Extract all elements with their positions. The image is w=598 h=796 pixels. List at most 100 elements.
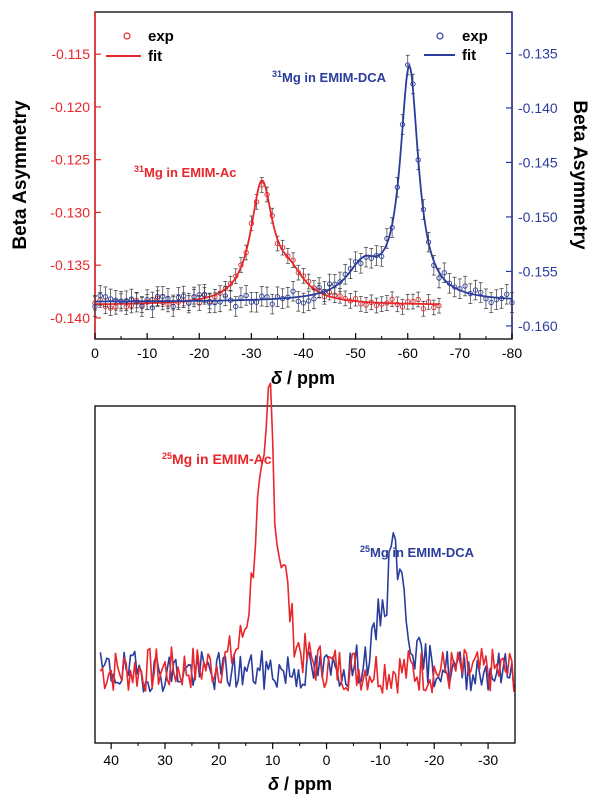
data-point [415,296,421,303]
legend-left-exp-label: exp [148,28,174,45]
data-point [431,304,437,311]
annotation-31mg-ac-sup: 31 [134,164,144,174]
top-x-label-symbol: δ [271,368,283,388]
data-point [113,297,119,303]
data-point [462,283,468,289]
data-point [472,287,479,293]
top-x-tick-label: -10 [137,345,157,361]
top-y-left-ticks: -0.115 -0.120 -0.125 -0.130 -0.135 -0.140 [50,46,101,326]
bottom-x-ticks: 40 30 20 10 0 -10 -20 -30 [103,743,498,768]
legend-left-fit-label: fit [148,48,162,65]
top-x-ticks: 0 -10 -20 -30 -40 -50 -60 -70 -80 [91,333,522,361]
data-point [478,289,484,296]
bottom-x-tick-label: 10 [265,752,281,768]
data-point [149,305,155,311]
data-point [180,293,187,299]
data-point [295,298,301,305]
top-x-tick-label: -60 [398,345,418,361]
legend-right-fit-label: fit [462,47,476,64]
top-legend-right: exp fit [424,28,488,64]
data-point [290,288,296,294]
top-x-tick-label: 0 [91,345,99,361]
fit-line [95,63,513,303]
top-y-right-tick-label: -0.140 [518,100,558,116]
bottom-series [99,382,515,694]
bottom-x-label-symbol: δ [268,774,280,794]
legend-right-exp-label: exp [462,28,488,45]
top-x-tick-label: -30 [241,345,261,361]
top-x-tick-label: -80 [502,345,522,361]
data-point [306,298,312,304]
data-point [201,291,208,297]
data-point [97,292,103,299]
bottom-x-tick-label: -30 [478,752,498,768]
bottom-x-tick-label: 0 [323,752,331,768]
annotation-25mg-dca-text: Mg in EMIM-DCA [370,545,475,560]
legend-right-exp-marker [436,32,444,40]
top-y-right-tick-label: -0.135 [518,45,558,61]
data-point [269,301,275,307]
bottom-chart: 40 30 20 10 0 -10 -20 -30 δ / ppm 25Mg in EMIM-… [94,382,516,794]
data-point [102,294,109,300]
data-point [139,303,145,310]
top-y-right-tick-label: -0.145 [518,154,558,170]
annotation-31mg-emim-dca: 31Mg in EMIM-DCA [272,69,387,85]
data-point [196,292,202,298]
annotation-25mg-ac-sup: 25 [162,451,172,461]
top-y-left-tick-label: -0.125 [50,152,90,168]
data-point [259,293,265,299]
bottom-x-tick-label: -10 [370,752,390,768]
top-y-right-ticks: -0.135 -0.140 -0.145 -0.150 -0.155 -0.160 [506,45,558,334]
data-point [436,275,442,281]
top-y-left-tick-label: -0.135 [50,257,90,273]
bottom-plot-frame [94,405,516,744]
annotation-25mg-emim-ac: 25Mg in EMIM-Ac [162,451,272,467]
top-x-label-unit: / ppm [282,368,335,388]
data-point [509,299,515,306]
top-x-tick-label: -20 [189,345,209,361]
data-point [311,296,317,302]
data-point [92,303,98,310]
data-point [379,253,385,260]
top-chart: 0 -10 -20 -30 -40 -50 -60 -70 -80 -0.115-0.120-0… [10,11,590,388]
annotation-25mg-ac-text: Mg in EMIM-Ac [172,451,272,467]
data-point [326,281,333,287]
top-y-left-tick-label: -0.140 [50,310,90,326]
bottom-x-tick-label: 30 [157,752,173,768]
data-point [222,293,228,299]
data-point [441,270,447,276]
data-point [160,293,166,300]
data-point [337,293,343,299]
top-y-right-label: Beta Asymmetry [569,100,590,250]
top-legend-left: exp fit [106,28,174,65]
top-y-right-tick-label: -0.160 [518,318,558,334]
annotation-25mg-dca-sup: 25 [360,544,370,554]
annotation-31mg-emim-ac: 31Mg in EMIM-Ac [134,164,236,180]
annotation-31mg-dca-sup: 31 [272,69,282,79]
top-x-tick-label: -70 [450,345,470,361]
top-y-right-tick-label: -0.150 [518,209,558,225]
bottom-x-label-unit: / ppm [279,774,332,794]
data-point [504,291,510,297]
data-point [175,294,182,301]
annotation-31mg-dca-text: Mg in EMIM-DCA [282,70,387,85]
bottom-x-tick-label: 40 [103,752,119,768]
top-x-tick-label: -50 [346,345,366,361]
top-y-left-label: Beta Asymmetry [10,100,31,250]
data-point [389,296,395,302]
legend-left-exp-marker [123,32,131,40]
top-series [92,54,515,318]
annotation-25mg-emim-dca: 25Mg in EMIM-DCA [360,544,475,560]
bottom-x-tick-label: -20 [424,752,444,768]
data-point [358,260,364,266]
top-y-right-tick-label: -0.155 [518,263,558,279]
top-x-tick-label: -40 [293,345,313,361]
data-point [233,303,239,310]
top-y-left-tick-label: -0.130 [50,204,90,220]
data-point [154,293,161,300]
data-point [316,284,322,291]
data-point [488,299,494,306]
bottom-x-tick-label: 20 [211,752,227,768]
top-x-label: δ / ppm [271,368,335,388]
